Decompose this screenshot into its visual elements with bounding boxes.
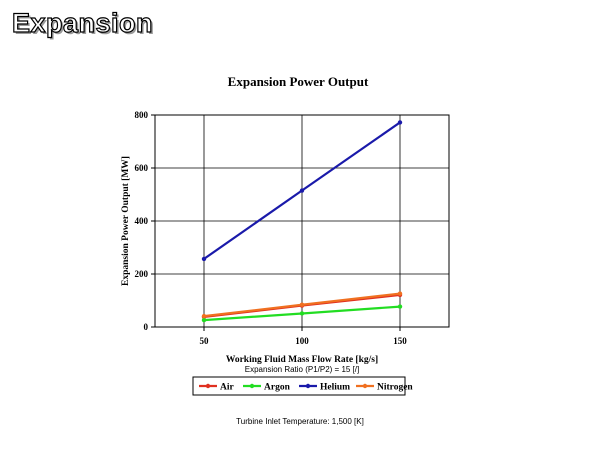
legend-item-argon: Argon bbox=[243, 383, 291, 393]
y-axis-ticks: 0 200 400 600 800 bbox=[135, 110, 155, 332]
data-point bbox=[201, 256, 207, 262]
legend-label: Nitrogen bbox=[377, 383, 413, 393]
legend-label: Helium bbox=[320, 383, 350, 393]
data-point bbox=[299, 188, 305, 193]
x-tick-label: 150 bbox=[393, 336, 407, 346]
legend-marker bbox=[362, 383, 368, 389]
chart-title: Expansion Power Output bbox=[228, 74, 369, 89]
legend-item-helium: Helium bbox=[299, 383, 350, 393]
x-tick-label: 100 bbox=[295, 336, 309, 346]
y-tick-label: 600 bbox=[135, 163, 149, 173]
series-helium bbox=[201, 120, 403, 262]
x-axis-label: Working Fluid Mass Flow Rate [kg/s] bbox=[226, 355, 378, 365]
y-tick-label: 200 bbox=[135, 269, 149, 279]
series-nitrogen bbox=[201, 291, 403, 319]
legend-label: Argon bbox=[264, 383, 291, 393]
legend-item-air: Air bbox=[199, 383, 235, 393]
y-tick-label: 0 bbox=[144, 322, 149, 332]
x-tick-label: 50 bbox=[200, 336, 210, 346]
y-axis-label: Expansion Power Output [MW] bbox=[121, 156, 131, 286]
data-point bbox=[397, 291, 403, 296]
legend-label: Air bbox=[220, 383, 235, 393]
x-axis-ticks: 50 100 150 bbox=[200, 327, 407, 346]
footnote: Turbine Inlet Temperature: 1,500 [K] bbox=[236, 417, 364, 426]
slide-title: Expansion bbox=[11, 7, 154, 38]
series-argon bbox=[201, 304, 403, 323]
legend-items: Air Argon Helium Nitrogen bbox=[199, 383, 413, 393]
data-point bbox=[201, 313, 207, 319]
y-tick-label: 400 bbox=[135, 216, 149, 226]
data-point bbox=[201, 317, 207, 323]
legend-marker bbox=[205, 383, 211, 389]
series-layer bbox=[201, 120, 403, 323]
data-point bbox=[397, 304, 403, 309]
data-point bbox=[299, 311, 305, 316]
legend-marker bbox=[305, 383, 311, 389]
data-point bbox=[299, 302, 305, 307]
legend-item-nitrogen: Nitrogen bbox=[356, 383, 413, 393]
x-axis-sublabel: Expansion Ratio (P1/P2) = 15 [/] bbox=[245, 365, 360, 374]
data-point bbox=[397, 120, 403, 125]
legend-marker bbox=[249, 383, 255, 389]
y-tick-label: 800 bbox=[135, 110, 149, 120]
